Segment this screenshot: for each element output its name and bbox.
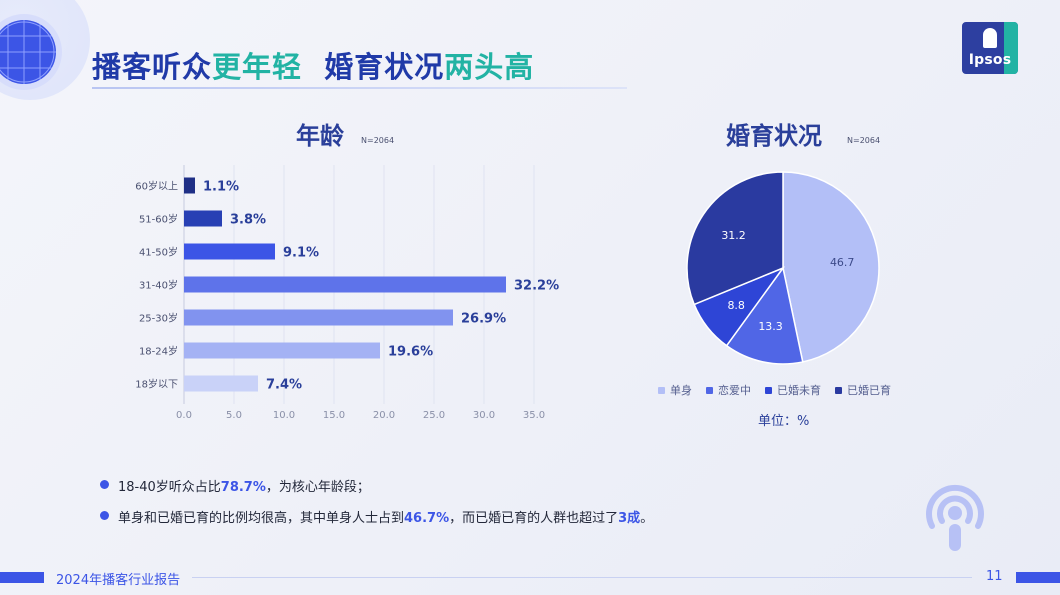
pie-slice <box>725 266 804 365</box>
footer-bar-left <box>0 572 44 583</box>
x-tick-label: 30.0 <box>473 410 495 421</box>
x-tick-label: 15.0 <box>323 410 345 421</box>
category-label: 31-40岁 <box>139 279 178 292</box>
category-label: 41-50岁 <box>139 246 178 259</box>
legend-label: 已婚未育 <box>777 384 821 397</box>
legend-item: 单身 <box>658 382 692 398</box>
globe-icon <box>0 20 56 84</box>
unit-label: 单位：% <box>758 414 810 429</box>
finding-1-text-b: ，为核心年龄段； <box>265 480 370 495</box>
marital-chart-note: N=2064 <box>847 136 881 145</box>
bar-value-label: 19.6% <box>388 345 433 360</box>
category-label: 18-24岁 <box>139 345 178 358</box>
x-tick-label: 10.0 <box>273 410 295 421</box>
bullet-dot-icon <box>100 511 109 520</box>
bullet-dot-icon <box>100 480 109 489</box>
title-part-3: 婚育状况 <box>302 50 445 84</box>
finding-2-highlight-b: 3成 <box>618 511 641 526</box>
age-chart-note: N=2064 <box>361 136 395 145</box>
bar-value-label: 3.8% <box>230 213 266 228</box>
finding-1-text-a: 18-40岁听众占比 <box>118 480 221 495</box>
age-bar <box>184 375 258 392</box>
legend-item: 已婚未育 <box>765 382 821 398</box>
marital-chart-title: 婚育状况 <box>726 122 822 150</box>
legend-label: 恋爱中 <box>718 384 751 397</box>
pie-value-label: 31.2 <box>721 229 746 242</box>
legend-swatch <box>765 386 772 394</box>
x-tick-label: 35.0 <box>523 410 545 421</box>
title-part-4: 两头高 <box>444 50 535 84</box>
title-part-1: 播客听众 <box>92 50 213 84</box>
age-bar <box>184 309 453 326</box>
x-tick-label: 25.0 <box>423 410 445 421</box>
legend-label: 已婚已育 <box>847 384 891 397</box>
x-tick-label: 5.0 <box>226 410 242 421</box>
age-chart-title: 年龄 <box>296 122 344 150</box>
ipsos-logo: Ipsos <box>962 22 1018 74</box>
finding-2-highlight-a: 46.7% <box>404 511 450 526</box>
legend-swatch <box>835 386 842 394</box>
age-bar <box>184 243 275 260</box>
title-underline <box>92 87 627 89</box>
key-findings: 18-40岁听众占比78.7%，为核心年龄段； 单身和已婚已育的比例均很高，其中… <box>100 476 653 538</box>
pie-value-label: 8.8 <box>727 299 745 312</box>
finding-2-text-a: 单身和已婚已育的比例均很高，其中单身人士占到 <box>118 511 405 526</box>
pie-slice <box>686 171 784 306</box>
legend-swatch <box>706 386 713 394</box>
footer-divider <box>192 577 972 578</box>
bar-value-label: 26.9% <box>461 312 506 327</box>
marital-pie-chart: 46.7 13.3 8.8 31.2 <box>686 171 880 365</box>
legend-label: 单身 <box>670 384 692 397</box>
pie-value-label: 46.7 <box>830 256 855 269</box>
category-label: 51-60岁 <box>139 213 178 226</box>
bar-value-label: 9.1% <box>283 246 319 261</box>
age-bar <box>184 276 506 293</box>
pie-value-label: 13.3 <box>758 320 783 333</box>
bar-value-label: 32.2% <box>514 279 559 294</box>
finding-2: 单身和已婚已育的比例均很高，其中单身人士占到46.7%，而已婚已育的人群也超过了… <box>100 507 653 526</box>
podcast-icon <box>926 484 984 551</box>
x-tick-label: 20.0 <box>373 410 395 421</box>
legend-swatch <box>658 386 665 394</box>
bar-value-label: 7.4% <box>266 378 302 393</box>
category-label: 25-30岁 <box>139 312 178 325</box>
finding-1: 18-40岁听众占比78.7%，为核心年龄段； <box>100 476 653 495</box>
bar-value-label: 1.1% <box>203 180 239 195</box>
age-bar-chart: 0.0 5.0 10.0 15.0 20.0 25.0 30.0 35.0 60岁以上 1.1% 5… <box>135 165 559 421</box>
page-number: 11 <box>986 569 1003 584</box>
title-part-2: 更年轻 <box>212 50 303 84</box>
footer-report-title: 2024年播客行业报告 <box>56 573 181 588</box>
logo-text: Ipsos <box>968 52 1012 68</box>
finding-2-text-c: 。 <box>640 511 654 526</box>
category-label: 18岁以下 <box>135 378 178 391</box>
legend-item: 恋爱中 <box>706 382 751 398</box>
x-tick-label: 0.0 <box>176 410 192 421</box>
finding-2-text-b: ，而已婚已育的人群也超过了 <box>449 511 619 526</box>
slide-title: 播客听众更年轻 婚育状况两头高 <box>92 44 534 86</box>
pie-slice <box>782 171 880 363</box>
age-bar <box>184 177 195 194</box>
pie-legend: 单身 恋爱中 已婚未育 已婚已育 <box>658 382 891 398</box>
age-bar <box>184 210 222 227</box>
footer-bar-right <box>1016 572 1060 583</box>
category-label: 60岁以上 <box>135 180 178 193</box>
age-bar <box>184 342 380 359</box>
finding-1-highlight: 78.7% <box>220 480 266 495</box>
legend-item: 已婚已育 <box>835 382 891 398</box>
